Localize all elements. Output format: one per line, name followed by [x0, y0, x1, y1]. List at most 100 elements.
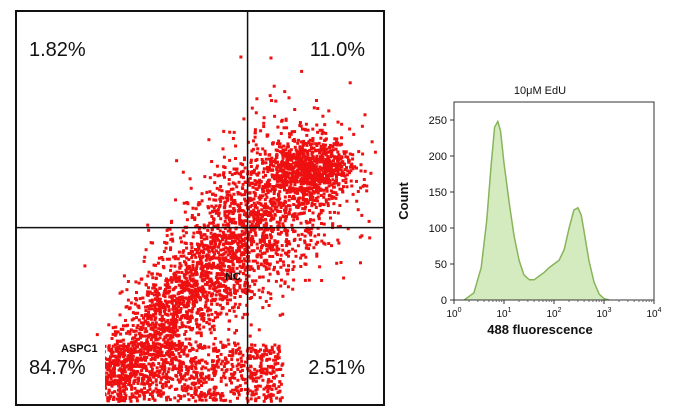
- scatter-point: [313, 159, 317, 163]
- scatter-point: [282, 202, 286, 206]
- scatter-point: [136, 381, 140, 385]
- scatter-point: [132, 349, 136, 353]
- scatter-point: [237, 362, 241, 366]
- scatter-point: [166, 370, 170, 374]
- scatter-point: [185, 387, 189, 391]
- scatter-point: [158, 300, 161, 304]
- scatter-point: [289, 148, 293, 152]
- scatter-point: [111, 367, 115, 371]
- scatter-point: [239, 351, 243, 355]
- scatter-point: [210, 302, 214, 306]
- scatter-point: [278, 232, 282, 236]
- quadrant-lower-right-label: 2.51%: [308, 357, 365, 379]
- scatter-point: [292, 203, 296, 206]
- scatter-point: [206, 264, 210, 268]
- scatter-point: [231, 249, 235, 253]
- scatter-point: [270, 248, 273, 252]
- scatter-point: [95, 333, 99, 337]
- scatter-point: [105, 375, 109, 379]
- scatter-point: [230, 217, 234, 221]
- scatter-point: [281, 153, 285, 157]
- scatter-point: [231, 306, 234, 310]
- scatter-point: [249, 372, 253, 376]
- scatter-point: [288, 132, 291, 136]
- scatter-point: [320, 128, 324, 132]
- scatter-point: [137, 350, 141, 354]
- scatter-point: [302, 175, 306, 179]
- scatter-point: [200, 367, 204, 371]
- scatter-point: [295, 191, 299, 195]
- scatter-point: [285, 126, 289, 130]
- scatter-point: [205, 376, 208, 380]
- scatter-point: [142, 381, 146, 385]
- scatter-point: [252, 269, 256, 273]
- scatter-point: [122, 347, 126, 351]
- scatter-point: [259, 348, 262, 352]
- x-tick-label: 104: [646, 307, 661, 320]
- scatter-point: [192, 304, 196, 308]
- scatter-point: [110, 352, 114, 355]
- scatter-point: [261, 290, 265, 294]
- scatter-point: [276, 125, 280, 129]
- scatter-point: [250, 235, 254, 239]
- scatter-point: [141, 379, 144, 383]
- scatter-point: [133, 386, 137, 390]
- scatter-point: [126, 375, 130, 379]
- scatter-point: [243, 250, 247, 254]
- scatter-point: [109, 369, 113, 373]
- scatter-point: [184, 287, 188, 291]
- scatter-point: [171, 299, 175, 303]
- scatter-point: [158, 312, 162, 315]
- scatter-point: [269, 201, 273, 205]
- scatter-point: [251, 185, 255, 189]
- scatter-point: [223, 376, 227, 380]
- scatter-point: [151, 314, 155, 318]
- scatter-point: [175, 328, 179, 332]
- scatter-point: [268, 199, 272, 203]
- scatter-point: [322, 171, 326, 175]
- scatter-point: [162, 318, 166, 321]
- scatter-point: [245, 219, 249, 223]
- scatter-point: [274, 279, 278, 283]
- scatter-point: [164, 384, 168, 388]
- scatter-point: [141, 301, 145, 305]
- scatter-point: [309, 176, 312, 180]
- scatter-point: [252, 378, 256, 381]
- scatter-point: [163, 364, 166, 368]
- scatter-point: [160, 303, 164, 307]
- scatter-point: [196, 230, 200, 234]
- scatter-point: [141, 323, 145, 327]
- scatter-point: [231, 267, 235, 270]
- scatter-point: [223, 212, 227, 216]
- scatter-point: [291, 195, 295, 199]
- scatter-point: [193, 360, 197, 364]
- scatter-point: [283, 183, 287, 186]
- scatter-point: [191, 300, 195, 303]
- scatter-point: [301, 153, 305, 156]
- scatter-point: [128, 306, 132, 310]
- scatter-point: [227, 327, 231, 331]
- scatter-point: [121, 338, 125, 342]
- scatter-point: [121, 382, 125, 386]
- scatter-point: [238, 278, 242, 282]
- scatter-point: [326, 167, 330, 171]
- scatter-point: [233, 182, 237, 186]
- scatter-point: [276, 391, 280, 394]
- scatter-point: [171, 377, 175, 381]
- scatter-point: [263, 261, 267, 265]
- scatter-point: [194, 283, 198, 287]
- scatter-point: [284, 154, 288, 158]
- scatter-point: [210, 325, 214, 329]
- scatter-point: [119, 332, 123, 336]
- scatter-point: [263, 352, 267, 356]
- scatter-point: [227, 342, 231, 346]
- scatter-point: [301, 160, 305, 164]
- scatter-point: [229, 246, 233, 250]
- scatter-point: [181, 377, 185, 381]
- scatter-point: [335, 175, 338, 179]
- scatter-point: [303, 207, 307, 211]
- scatter-point: [159, 394, 163, 398]
- scatter-point: [232, 192, 236, 196]
- scatter-point: [171, 307, 175, 311]
- scatter-point: [252, 197, 256, 201]
